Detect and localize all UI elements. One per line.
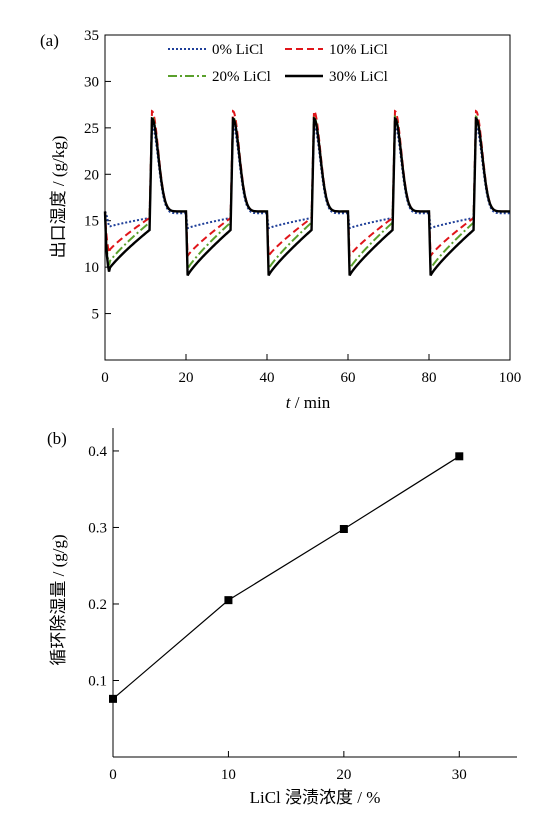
chart-b: (b) 0 10 20 30 0.1 0.2 0.3 0.4 LiCl 浸渍浓度 / % 循… bbox=[47, 428, 517, 807]
chart-a-x-axis-title-var: t bbox=[286, 393, 292, 412]
chart-a-y-ticks: 5 10 15 20 25 30 35 bbox=[84, 28, 111, 323]
chart-b-series-line bbox=[112, 455, 460, 700]
chart-b-panel-label: (b) bbox=[47, 429, 67, 448]
chart-b-y-tick-label: 0.4 bbox=[88, 444, 107, 460]
chart-a-x-axis-title: t / min bbox=[286, 393, 331, 412]
chart-a-x-tick-label: 20 bbox=[179, 370, 194, 386]
chart-b-series bbox=[109, 452, 464, 703]
chart-a-y-tick-label: 5 bbox=[92, 307, 100, 323]
chart-b-x-tick-label: 30 bbox=[452, 767, 467, 783]
chart-b-y-tick-label: 0.3 bbox=[88, 520, 107, 536]
chart-a-plot-frame bbox=[104, 34, 511, 361]
chart-a-y-tick-label: 35 bbox=[84, 28, 99, 44]
chart-b-x-axis-title: LiCl 浸渍浓度 / % bbox=[250, 788, 381, 807]
chart-a-y-axis-title: 出口湿度 / (g/kg) bbox=[49, 136, 68, 259]
chart-a-y-tick-label: 15 bbox=[84, 214, 99, 230]
chart-a-x-ticks: 0 20 40 60 80 100 bbox=[101, 354, 521, 386]
chart-a-y-tick-label: 10 bbox=[84, 260, 99, 276]
chart-b-x-tick-label: 10 bbox=[221, 767, 236, 783]
chart-a-x-tick-label: 100 bbox=[499, 370, 522, 386]
chart-b-x-tick-label: 0 bbox=[109, 767, 117, 783]
chart-b-data-point-2 bbox=[339, 524, 348, 533]
chart-b-y-axis-title: 循环除湿量 / (g/g) bbox=[49, 534, 68, 665]
chart-a-legend-label-3: 30% LiCl bbox=[329, 69, 388, 85]
chart-a-legend-label-1: 10% LiCl bbox=[329, 42, 388, 58]
chart-a-x-tick-label: 40 bbox=[260, 370, 275, 386]
chart-b-y-ticks: 0.1 0.2 0.3 0.4 bbox=[88, 444, 119, 689]
chart-b-data-point-1 bbox=[224, 596, 233, 605]
chart-a-x-tick-label: 60 bbox=[341, 370, 356, 386]
chart-a: (a) 0 20 40 60 80 100 5 10 15 20 25 30 35 t / min 出… bbox=[40, 28, 521, 412]
chart-b-x-tick-label: 20 bbox=[336, 767, 351, 783]
chart-a-x-tick-label: 80 bbox=[422, 370, 437, 386]
chart-a-x-tick-label: 0 bbox=[101, 370, 109, 386]
chart-a-series bbox=[103, 109, 510, 277]
chart-b-y-tick-label: 0.1 bbox=[88, 673, 107, 689]
chart-a-series-line-2 bbox=[104, 115, 510, 270]
chart-a-y-tick-label: 30 bbox=[84, 74, 99, 90]
chart-a-panel-label: (a) bbox=[40, 31, 59, 50]
chart-a-y-tick-label: 25 bbox=[84, 121, 99, 137]
chart-a-y-tick-label: 20 bbox=[84, 167, 99, 183]
chart-a-series-line-3 bbox=[103, 116, 510, 277]
chart-a-x-axis-title-unit: / min bbox=[291, 393, 331, 412]
chart-b-x-ticks: 0 10 20 30 bbox=[109, 751, 467, 783]
chart-b-data-point-0 bbox=[109, 694, 117, 703]
chart-a-series-line-0 bbox=[104, 124, 510, 230]
chart-b-y-tick-label: 0.2 bbox=[88, 597, 107, 613]
chart-a-legend-label-0: 0% LiCl bbox=[212, 42, 263, 58]
chart-a-legend: 0% LiCl 10% LiCl 20% LiCl 30% LiCl bbox=[168, 42, 388, 85]
chart-b-data-point-3 bbox=[455, 452, 464, 461]
chart-a-legend-label-2: 20% LiCl bbox=[212, 69, 271, 85]
